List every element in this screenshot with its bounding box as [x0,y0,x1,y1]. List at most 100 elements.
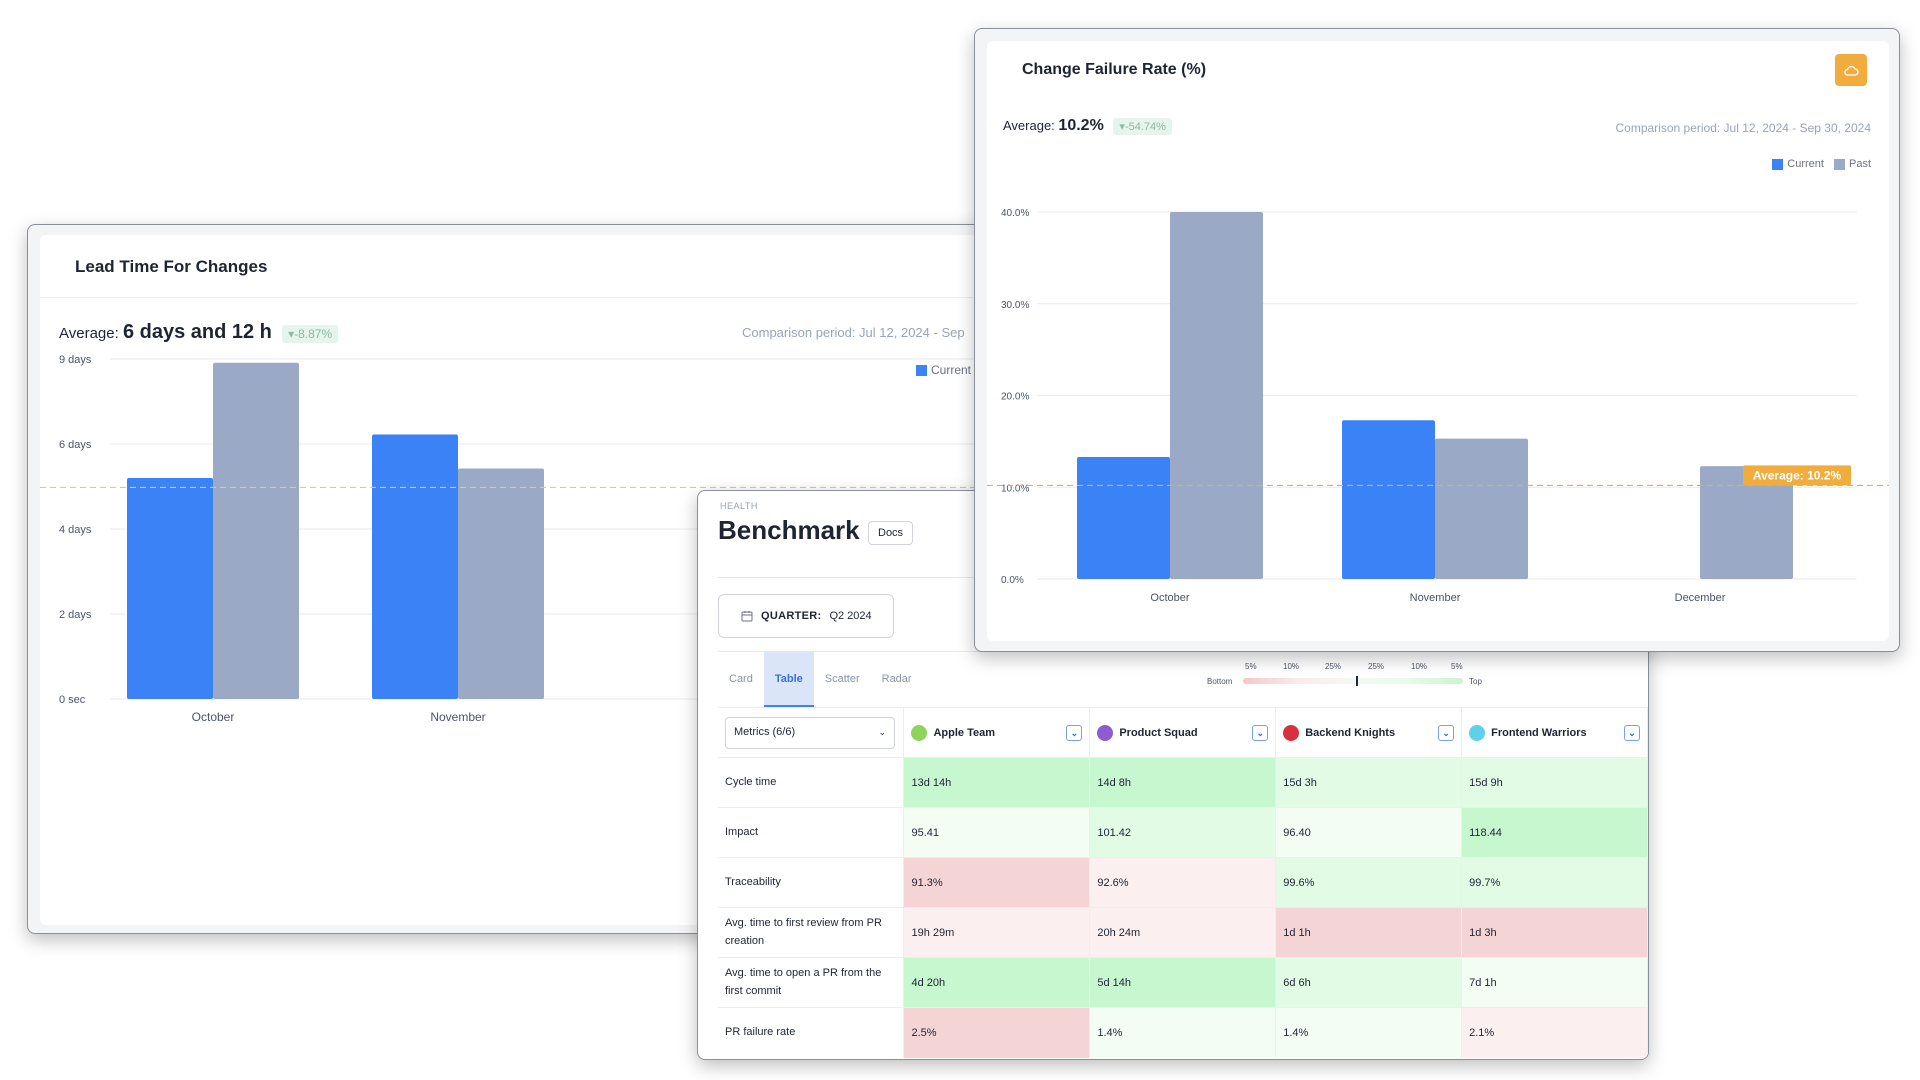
lead-time-chart: 0 sec 2 days 4 days 6 days 9 days October Nove… [40,354,1026,724]
legend-current[interactable]: Current [1772,158,1824,170]
team-color-dot [1469,724,1486,741]
change-failure-title: Change Failure Rate (%) [1022,61,1207,78]
table-row: Avg. time to first review from PR creati… [718,907,1648,958]
x-tick-label: October [192,710,235,724]
team-name: Frontend Warriors [1491,726,1587,739]
metric-value-cell: 14d 8h [1089,757,1277,808]
metrics-select-label: Metrics (6/6) [734,725,796,738]
chart-legend: Current [916,363,971,377]
y-tick-label: 20.0% [1001,392,1029,403]
metric-value-cell: 2.1% [1461,1007,1648,1058]
table-header-row: Metrics (6/6) ⌄ Apple Team ⌄ Product Squa… [718,707,1648,758]
scale-top-label: Top [1469,677,1482,686]
metric-name: Traceability [718,857,905,908]
metric-value-cell: 5d 14h [1089,957,1277,1008]
scale-bottom-label: Bottom [1207,677,1233,686]
average-badge [1743,465,1851,486]
metric-value-cell: 2.5% [903,1007,1091,1058]
change-failure-average: Average: 10.2% ▾-54.74% [1003,117,1172,136]
y-tick-label: 9 days [59,354,92,366]
team-name: Apple Team [933,726,996,739]
tab-radar[interactable]: Radar [881,673,912,685]
metric-name: Avg. time to first review from PR creati… [718,907,905,958]
benchmark-card: HEALTH Benchmark Docs QUARTER: Q2 2024 C… [697,490,1649,1060]
tab-table[interactable]: Table [763,652,814,707]
metric-value-cell: 1.4% [1089,1007,1277,1058]
change-failure-panel: Change Failure Rate (%) Average: 10.2% ▾… [987,41,1889,641]
change-failure-chart: 0.0% 10.0% 20.0% 30.0% 40.0% October November D… [987,208,1889,604]
scale-percent: 5% [1245,662,1257,671]
tab-card[interactable]: Card [729,673,753,685]
percentile-scale: 5% 10% 25% 25% 10% 5% Bottom Top [1207,662,1482,698]
y-tick-label: 4 days [59,524,92,536]
cloud-icon-button[interactable] [1835,54,1867,86]
table-row: Avg. time to open a PR from the first co… [718,957,1648,1008]
team-header-frontend: Frontend Warriors ⌄ [1461,707,1648,758]
quarter-label: QUARTER: [761,610,822,622]
benchmark-title: Benchmark [718,515,860,545]
table-row: Cycle time 13d 14h 14d 8h 15d 3h 15d 9h [718,757,1648,808]
metric-value-cell: 96.40 [1275,807,1463,858]
cloud-icon [1844,66,1859,76]
metric-value-cell: 95.41 [903,807,1091,858]
y-tick-label: 0 sec [59,694,86,706]
average-label: Average: [59,325,119,342]
title-divider [40,297,1026,298]
chevron-down-icon[interactable]: ⌄ [1066,724,1083,741]
delta-badge: ▾-54.74% [1113,118,1172,136]
quarter-selector[interactable]: QUARTER: Q2 2024 [718,594,894,638]
lead-time-panel: Lead Time For Changes Average: 6 days an… [40,235,1026,925]
average-value: 10.2% [1058,117,1104,134]
legend-current[interactable]: Current [916,363,971,377]
chevron-down-icon[interactable]: ⌄ [1438,724,1455,741]
team-color-dot [1097,724,1114,741]
chevron-down-icon[interactable]: ⌄ [1624,724,1640,741]
team-header-product: Product Squad ⌄ [1089,707,1277,758]
table-row: Impact 95.41 101.42 96.40 118.44 [718,807,1648,858]
table-row: Traceability 91.3% 92.6% 99.6% 99.7% [718,857,1648,908]
metric-value-cell: 1.4% [1275,1007,1463,1058]
view-tabs: Card Table Scatter Radar [718,652,923,707]
metric-value-cell: 1d 1h [1275,907,1463,958]
x-tick-label: November [430,710,485,724]
x-tick-label: November [1410,592,1461,604]
legend-current-label: Current [1787,158,1824,170]
bar-current [372,434,458,699]
metric-name: PR failure rate [718,1007,905,1058]
tab-scatter[interactable]: Scatter [824,673,860,685]
metric-value-cell: 99.6% [1275,857,1463,908]
bar-current [1077,456,1170,579]
legend-past[interactable]: Past [1833,158,1871,170]
scale-marker [1356,676,1358,686]
legend-current-label: Current [931,363,972,377]
delta-badge: ▾-8.87% [282,325,339,344]
metric-name: Impact [718,807,905,858]
scale-percent: 10% [1411,662,1428,671]
metric-name: Cycle time [718,757,905,808]
y-tick-label: 30.0% [1001,300,1029,311]
legend-swatch [916,364,927,376]
docs-button[interactable]: Docs [868,521,914,545]
metric-value-cell: 6d 6h [1275,957,1463,1008]
metric-value-cell: 91.3% [903,857,1091,908]
metrics-dropdown[interactable]: Metrics (6/6) ⌄ [725,716,895,749]
metric-value-cell: 20h 24m [1089,907,1277,958]
average-badge-label: Average: 10.2% [1753,468,1842,482]
team-header-backend: Backend Knights ⌄ [1275,707,1463,758]
metric-value-cell: 15d 9h [1461,757,1648,808]
team-name: Backend Knights [1305,726,1396,739]
chevron-down-icon: ⌄ [878,727,886,738]
metrics-cell: Metrics (6/6) ⌄ [718,707,905,758]
scale-percent: 25% [1368,662,1385,671]
team-name: Product Squad [1119,726,1198,739]
metric-value-cell: 99.7% [1461,857,1648,908]
comparison-period: Comparison period: Jul 12, 2024 - Sep [742,325,965,340]
bar-past [213,362,299,699]
chevron-down-icon[interactable]: ⌄ [1252,724,1269,741]
x-tick-label: October [1150,592,1189,604]
metric-value-cell: 19h 29m [903,907,1091,958]
legend-swatch [1772,158,1784,170]
scale-gradient-bar [1243,678,1463,684]
y-tick-label: 0.0% [1001,575,1024,586]
average-label: Average: [1003,118,1055,133]
